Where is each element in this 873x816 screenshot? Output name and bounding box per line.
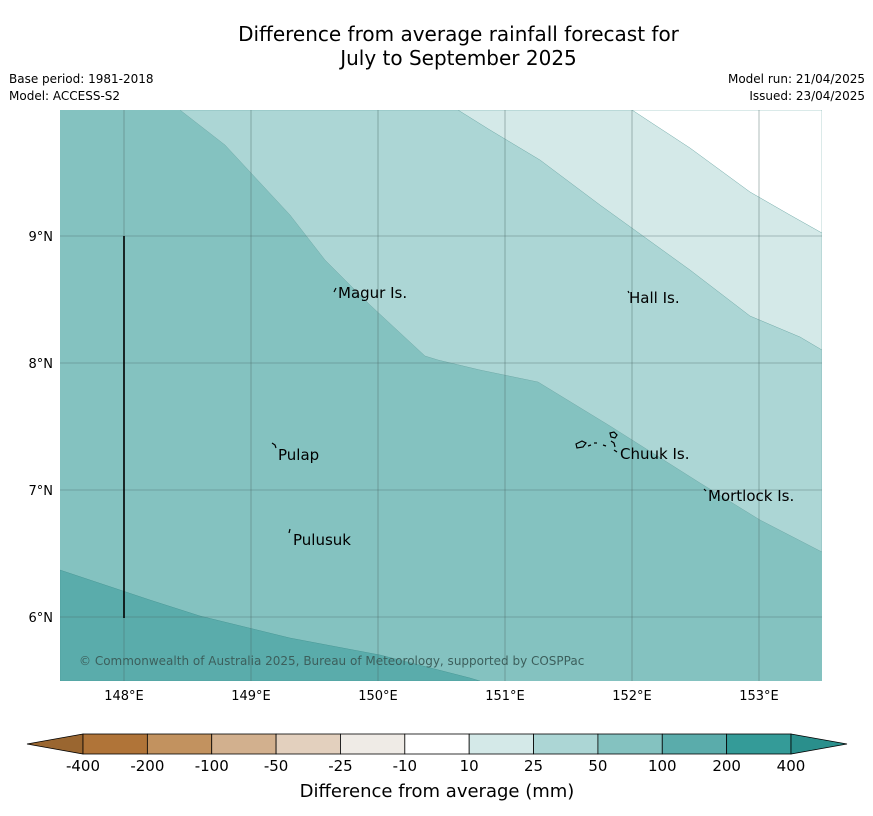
place-label-pulap: Pulap bbox=[278, 446, 319, 464]
colorbar-tick-label: 400 bbox=[777, 757, 806, 775]
place-label-chuuk: Chuuk Is. bbox=[620, 445, 689, 463]
colorbar-tick-label: -10 bbox=[393, 757, 418, 775]
colorbar-extend-low bbox=[26, 733, 84, 755]
colorbar-bin bbox=[211, 733, 277, 755]
colorbar-bin bbox=[275, 733, 341, 755]
chart-title: Difference from average rainfall forecas… bbox=[0, 22, 873, 70]
colorbar-bin bbox=[146, 733, 213, 755]
model-run-label: Model run: 21/04/2025 bbox=[727, 72, 865, 86]
y-tick-label: 6°N bbox=[29, 611, 54, 626]
y-tick-label: 9°N bbox=[29, 230, 54, 245]
colorbar-bin bbox=[468, 733, 534, 755]
colorbar-bin bbox=[340, 733, 406, 755]
island-mortlock bbox=[703, 488, 707, 492]
island-magur bbox=[333, 287, 337, 293]
island-pulusuk bbox=[288, 528, 291, 534]
colorbar-tick-label: 100 bbox=[648, 757, 677, 775]
map-panel: Magur Is. Hall Is. Pulap Chuuk Is. Mortl… bbox=[60, 110, 822, 681]
x-tick-label: 148°E bbox=[104, 689, 144, 704]
colorbar-tick-label: -200 bbox=[130, 757, 164, 775]
colorbar-tick-label: -50 bbox=[264, 757, 289, 775]
title-line-2: July to September 2025 bbox=[340, 46, 577, 70]
colorbar-tick-label: -25 bbox=[328, 757, 353, 775]
x-tick-label: 150°E bbox=[358, 689, 398, 704]
copyright-notice: © Commonwealth of Australia 2025, Bureau… bbox=[79, 654, 584, 668]
band-below-10 bbox=[631, 110, 822, 234]
island-hall bbox=[627, 290, 630, 294]
y-tick-label: 7°N bbox=[29, 484, 54, 499]
colorbar-bin bbox=[404, 733, 470, 755]
colorbar-extend-high bbox=[790, 733, 848, 755]
x-tick-label: 152°E bbox=[612, 689, 652, 704]
island-markers bbox=[271, 287, 707, 534]
colorbar-tick-label: -400 bbox=[66, 757, 100, 775]
base-period-label: Base period: 1981-2018 bbox=[9, 72, 154, 86]
island-pulap bbox=[271, 442, 277, 449]
colorbar-bin bbox=[597, 733, 663, 755]
place-label-pulusuk: Pulusuk bbox=[293, 531, 351, 549]
colorbar-tick-label: 200 bbox=[712, 757, 741, 775]
colorbar-tick-label: 50 bbox=[588, 757, 607, 775]
x-axis-ticks: 148°E 149°E 150°E 151°E 152°E 153°E bbox=[104, 689, 779, 704]
model-label: Model: ACCESS-S2 bbox=[9, 89, 121, 103]
issued-label: Issued: 23/04/2025 bbox=[749, 89, 865, 103]
colorbar-title: Difference from average (mm) bbox=[300, 781, 575, 802]
colorbar-bin bbox=[726, 733, 792, 755]
x-tick-label: 149°E bbox=[231, 689, 271, 704]
colorbar-tick-label: 10 bbox=[460, 757, 479, 775]
colorbar-bin bbox=[533, 733, 599, 755]
colorbar-bin bbox=[82, 733, 148, 755]
x-tick-label: 151°E bbox=[485, 689, 525, 704]
colorbar-bin bbox=[661, 733, 728, 755]
y-tick-label: 8°N bbox=[29, 357, 54, 372]
place-label-mortlock: Mortlock Is. bbox=[708, 487, 794, 505]
colorbar-tick-label: -100 bbox=[195, 757, 229, 775]
place-label-hall: Hall Is. bbox=[629, 289, 680, 307]
colorbar bbox=[26, 733, 848, 755]
island-chuuk bbox=[575, 431, 618, 453]
colorbar-tick-label: 25 bbox=[524, 757, 543, 775]
meta-right: Model run: 21/04/2025 Issued: 23/04/2025 bbox=[728, 71, 865, 105]
y-axis-ticks: 9°N 8°N 7°N 6°N bbox=[29, 230, 54, 626]
meta-left: Base period: 1981-2018 Model: ACCESS-S2 bbox=[9, 71, 154, 105]
x-tick-label: 153°E bbox=[739, 689, 779, 704]
title-line-1: Difference from average rainfall forecas… bbox=[238, 22, 679, 46]
place-label-magur: Magur Is. bbox=[338, 284, 407, 302]
band-100-200 bbox=[60, 569, 481, 681]
colorbar-labels: -400 -200 -100 -50 -25 -10 10 25 50 100 200 400 bbox=[66, 757, 805, 775]
